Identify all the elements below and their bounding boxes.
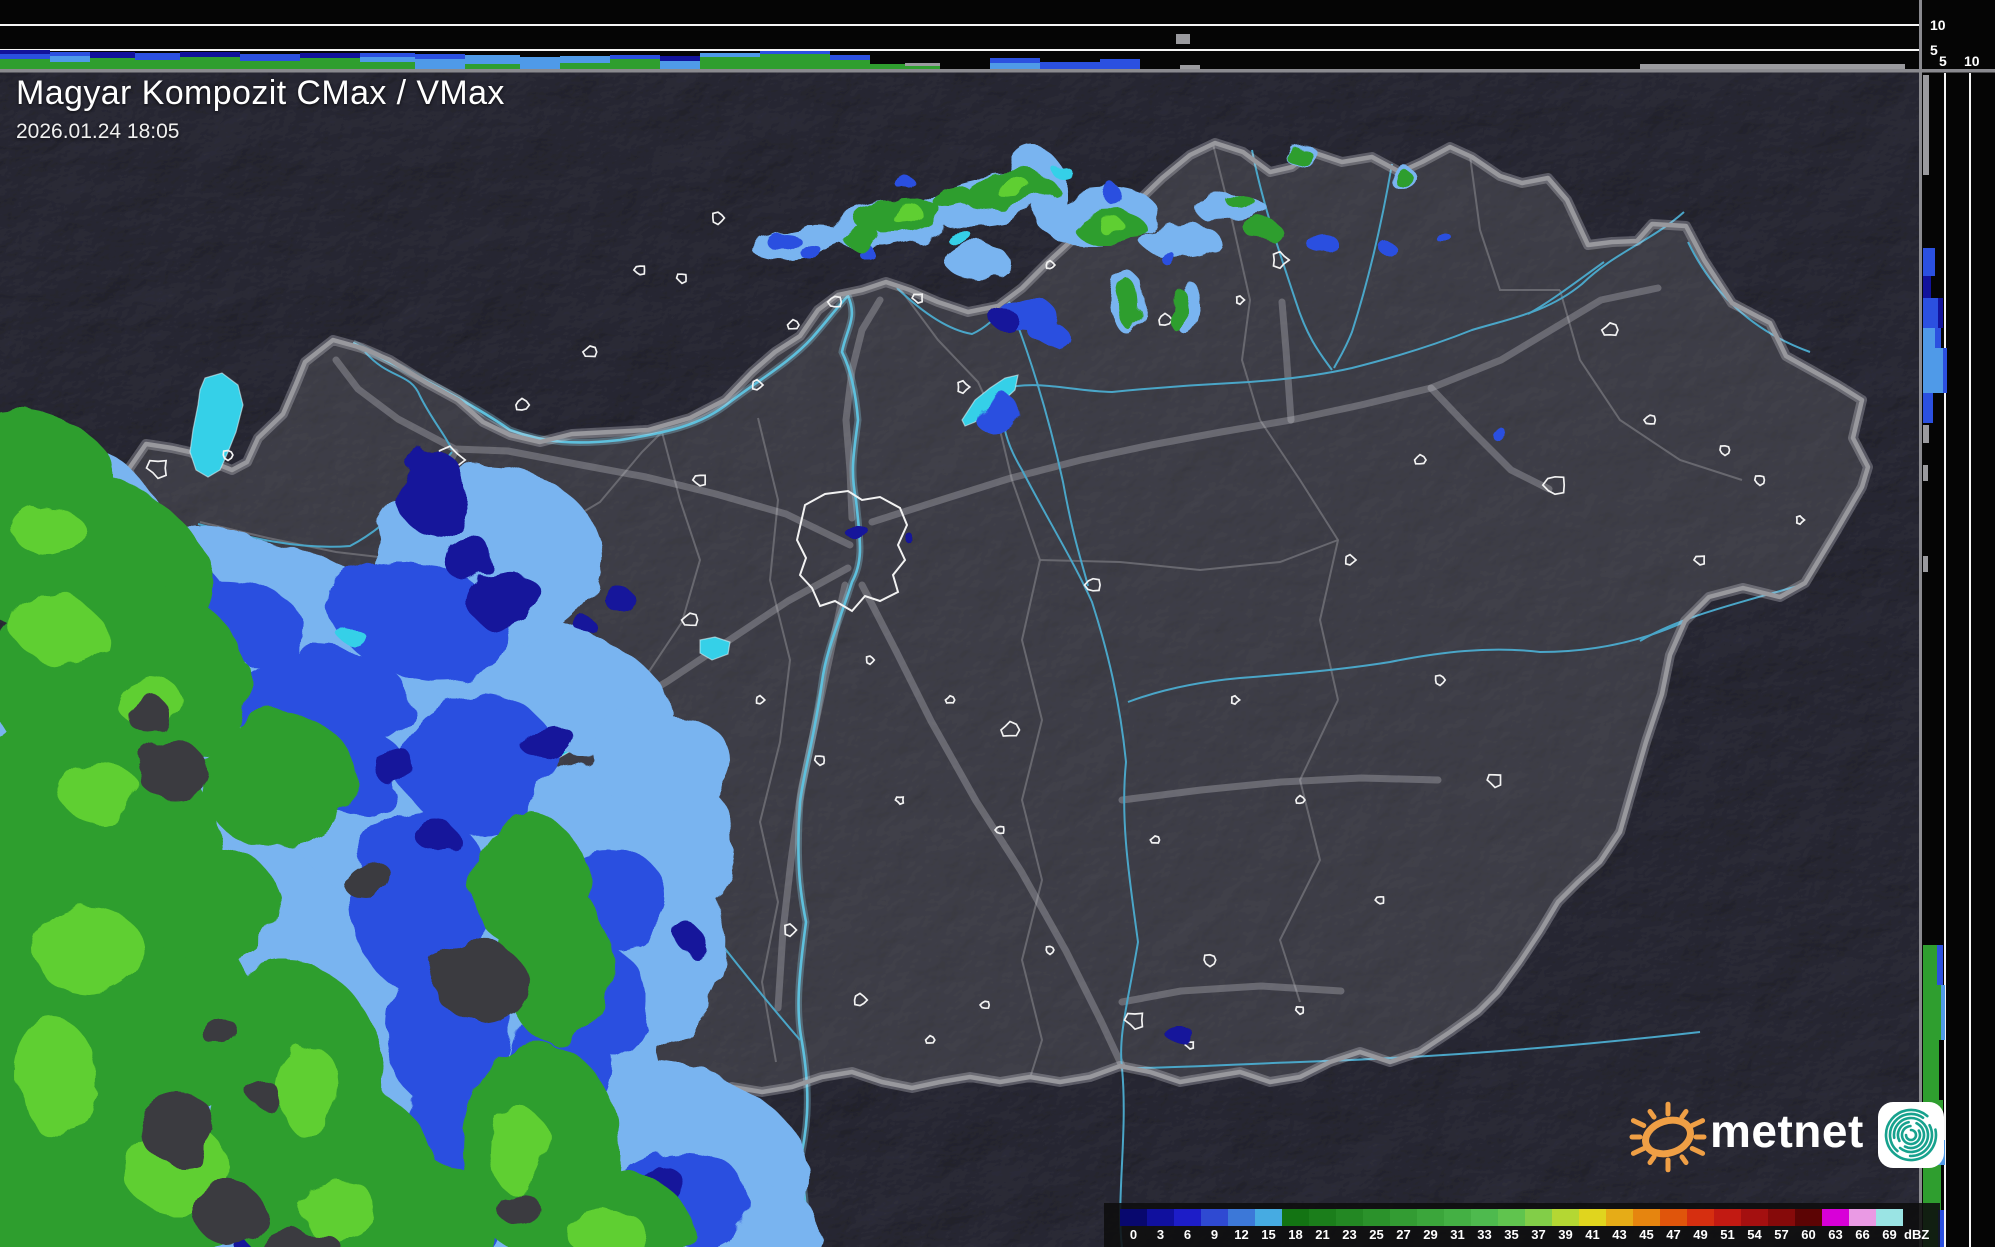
metnet-app-icon	[1877, 1102, 1944, 1168]
colorbar-swatch	[1687, 1209, 1714, 1226]
colorbar-label: 12	[1234, 1227, 1249, 1242]
colorbar-label: 29	[1423, 1227, 1438, 1242]
top-axis-km-label: 10	[1930, 17, 1946, 33]
product-timestamp: 2026.01.24 18:05	[16, 120, 180, 143]
colorbar-swatch	[1471, 1209, 1498, 1226]
colorbar-swatch	[1282, 1209, 1309, 1226]
title-block: Magyar Kompozit CMax / VMax 2026.01.24 1…	[16, 74, 505, 144]
colorbar-label: 25	[1369, 1227, 1384, 1242]
sun-icon	[1629, 1101, 1707, 1173]
vmax-top-profile	[0, 0, 1995, 70]
colorbar-label: 33	[1477, 1227, 1492, 1242]
colorbar-label: 69	[1882, 1227, 1897, 1242]
colorbar-swatch	[1525, 1209, 1552, 1226]
colorbar-label: 41	[1585, 1227, 1600, 1242]
precipitation-echoes	[0, 145, 1505, 1247]
colorbar-swatch	[1768, 1209, 1795, 1226]
logo-text: metnet	[1710, 1105, 1864, 1157]
colorbar-swatch	[1606, 1209, 1633, 1226]
colorbar-swatch	[1444, 1209, 1471, 1226]
colorbar-swatch	[1552, 1209, 1579, 1226]
colorbar-label: 0	[1129, 1227, 1138, 1242]
colorbar-label: 31	[1450, 1227, 1465, 1242]
colorbar-label: 49	[1693, 1227, 1708, 1242]
colorbar-swatch	[1255, 1209, 1282, 1226]
colorbar-swatch	[1795, 1209, 1822, 1226]
right-axis-km-label: 5	[1939, 53, 1947, 69]
colorbar-swatch	[1174, 1209, 1201, 1226]
colorbar-swatch	[1120, 1209, 1147, 1226]
colorbar-label: 3	[1156, 1227, 1165, 1242]
colorbar-swatch	[1579, 1209, 1606, 1226]
colorbar-swatch	[1390, 1209, 1417, 1226]
colorbar-label: 15	[1261, 1227, 1276, 1242]
map-layers	[0, 70, 1919, 1247]
vmax-right-profile	[1921, 69, 1995, 1247]
metnet-logo: metnet	[1628, 1092, 1946, 1178]
colorbar-swatch	[1363, 1209, 1390, 1226]
colorbar-label: 35	[1504, 1227, 1519, 1242]
colorbar-label: 21	[1315, 1227, 1330, 1242]
colorbar-label: 51	[1720, 1227, 1735, 1242]
colorbar-label: 37	[1531, 1227, 1546, 1242]
colorbar-swatch	[1309, 1209, 1336, 1226]
colorbar-swatch	[1822, 1209, 1849, 1226]
colorbar-label: 63	[1828, 1227, 1843, 1242]
colorbar-swatch	[1714, 1209, 1741, 1226]
right-axis-km-label: 10	[1964, 53, 1980, 69]
colorbar-swatch	[1417, 1209, 1444, 1226]
colorbar-swatch	[1201, 1209, 1228, 1226]
dbz-colorbar-swatches	[1120, 1209, 1903, 1226]
colorbar-label: 27	[1396, 1227, 1411, 1242]
top-axis-km-label: 5	[1930, 42, 1938, 58]
colorbar-label: 43	[1612, 1227, 1627, 1242]
colorbar-swatch	[1876, 1209, 1903, 1226]
dbz-colorbar-labels: 0 3 6 9 12 15 18 21 23 25 27 29 31 33 35 37 39 41 43 45 47 49…	[1120, 1227, 1929, 1242]
colorbar-swatch	[1498, 1209, 1525, 1226]
colorbar-label: 66	[1855, 1227, 1870, 1242]
colorbar-swatch	[1147, 1209, 1174, 1226]
colorbar-label: 54	[1747, 1227, 1762, 1242]
colorbar-label: 39	[1558, 1227, 1573, 1242]
colorbar-swatch	[1660, 1209, 1687, 1226]
colorbar-swatch	[1228, 1209, 1255, 1226]
colorbar-label: 6	[1183, 1227, 1192, 1242]
colorbar-label: 23	[1342, 1227, 1357, 1242]
colorbar-label: 45	[1639, 1227, 1654, 1242]
colorbar-label: 60	[1801, 1227, 1816, 1242]
strip-divider-horizontal	[0, 69, 1995, 73]
colorbar-unit: dBZ	[1904, 1227, 1930, 1242]
colorbar-swatch	[1336, 1209, 1363, 1226]
product-title: Magyar Kompozit CMax / VMax	[16, 74, 505, 112]
dbz-colorbar: 0 3 6 9 12 15 18 21 23 25 27 29 31 33 35 37 39 41 43 45 47 49…	[1104, 1203, 1940, 1247]
colorbar-swatch	[1849, 1209, 1876, 1226]
colorbar-label: 57	[1774, 1227, 1789, 1242]
colorbar-label: 18	[1288, 1227, 1303, 1242]
colorbar-label: 47	[1666, 1227, 1681, 1242]
colorbar-swatch	[1633, 1209, 1660, 1226]
colorbar-label: 9	[1210, 1227, 1219, 1242]
strip-divider-vertical	[1919, 0, 1922, 1247]
colorbar-swatch	[1741, 1209, 1768, 1226]
